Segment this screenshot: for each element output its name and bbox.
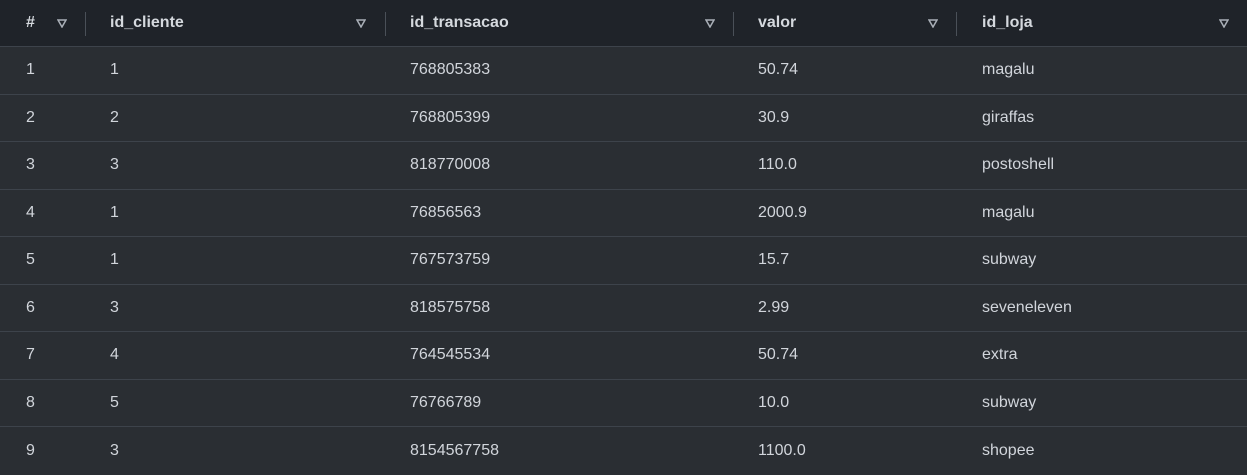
cell-id-loja: giraffas: [982, 108, 1035, 126]
column-header-id-transacao[interactable]: id_transacao: [386, 0, 734, 46]
filter-triangle-icon[interactable]: [1219, 0, 1229, 46]
column-divider[interactable]: [85, 12, 86, 36]
filter-triangle-icon[interactable]: [57, 0, 67, 46]
column-divider[interactable]: [385, 12, 386, 36]
table-row[interactable]: 6 3 818575758 2.99 seveneleven: [0, 285, 1247, 332]
filter-triangle-icon[interactable]: [928, 0, 938, 46]
cell-id-loja: magalu: [982, 61, 1035, 79]
cell-valor: 50.74: [758, 61, 799, 79]
cell-id-transacao: 764545534: [410, 346, 491, 364]
column-header-label: id_loja: [982, 14, 1033, 31]
cell-id-loja: extra: [982, 346, 1018, 364]
column-divider[interactable]: [733, 12, 734, 36]
column-header-label: #: [26, 14, 35, 31]
cell-id-transacao: 76856563: [410, 203, 482, 221]
cell-valor: 2.99: [758, 298, 790, 316]
cell-id-loja: subway: [982, 393, 1037, 411]
cell-valor: 2000.9: [758, 203, 807, 221]
column-header-id-loja[interactable]: id_loja: [957, 0, 1247, 46]
cell-valor: 50.74: [758, 346, 799, 364]
cell-valor: 1100.0: [758, 441, 806, 459]
column-header-label: id_cliente: [110, 14, 184, 31]
cell-row-number: 7: [26, 346, 35, 364]
table-row[interactable]: 7 4 764545534 50.74 extra: [0, 332, 1247, 380]
cell-id-cliente: 3: [110, 156, 119, 174]
cell-id-cliente: 1: [110, 203, 119, 221]
cell-id-transacao: 768805383: [410, 61, 491, 79]
cell-id-loja: seveneleven: [982, 298, 1072, 316]
cell-id-loja: shopee: [982, 441, 1035, 459]
cell-id-loja: subway: [982, 251, 1037, 269]
cell-id-transacao: 818770008: [410, 156, 491, 174]
cell-row-number: 5: [26, 251, 35, 269]
cell-id-cliente: 1: [110, 251, 119, 269]
cell-valor: 110.0: [758, 156, 797, 174]
cell-row-number: 2: [26, 108, 35, 126]
cell-valor: 15.7: [758, 251, 790, 269]
cell-row-number: 8: [26, 393, 35, 411]
cell-valor: 10.0: [758, 393, 790, 411]
cell-id-transacao: 8154567758: [410, 441, 499, 459]
cell-row-number: 1: [26, 61, 35, 79]
table-body: 1 1 768805383 50.74 magalu 2 2 768805399…: [0, 47, 1247, 475]
cell-id-loja: magalu: [982, 203, 1035, 221]
table-row[interactable]: 2 2 768805399 30.9 giraffas: [0, 95, 1247, 142]
cell-id-transacao: 818575758: [410, 298, 491, 316]
column-header-label: id_transacao: [410, 14, 509, 31]
cell-valor: 30.9: [758, 108, 790, 126]
cell-id-transacao: 76766789: [410, 393, 482, 411]
table-row[interactable]: 4 1 76856563 2000.9 magalu: [0, 190, 1247, 237]
table-header: # id_cliente id_transacao valor: [0, 0, 1247, 47]
filter-triangle-icon[interactable]: [356, 0, 366, 46]
table-row[interactable]: 1 1 768805383 50.74 magalu: [0, 47, 1247, 95]
cell-id-cliente: 5: [110, 393, 119, 411]
column-header-row-number[interactable]: #: [0, 0, 86, 46]
column-header-valor[interactable]: valor: [734, 0, 957, 46]
cell-id-cliente: 1: [110, 61, 119, 79]
cell-row-number: 6: [26, 298, 35, 316]
column-header-label: valor: [758, 14, 797, 31]
cell-id-transacao: 767573759: [410, 251, 491, 269]
cell-id-cliente: 3: [110, 441, 119, 459]
table-row[interactable]: 8 5 76766789 10.0 subway: [0, 380, 1247, 427]
cell-id-cliente: 3: [110, 298, 119, 316]
cell-id-loja: postoshell: [982, 156, 1055, 174]
cell-id-cliente: 4: [110, 346, 119, 364]
cell-row-number: 4: [26, 203, 35, 221]
table-row[interactable]: 3 3 818770008 110.0 postoshell: [0, 142, 1247, 190]
table-row[interactable]: 5 1 767573759 15.7 subway: [0, 237, 1247, 285]
cell-row-number: 3: [26, 156, 35, 174]
column-header-id-cliente[interactable]: id_cliente: [86, 0, 386, 46]
table-row[interactable]: 9 3 8154567758 1100.0 shopee: [0, 427, 1247, 475]
cell-id-transacao: 768805399: [410, 108, 491, 126]
cell-id-cliente: 2: [110, 108, 119, 126]
cell-row-number: 9: [26, 441, 35, 459]
filter-triangle-icon[interactable]: [705, 0, 715, 46]
column-divider[interactable]: [956, 12, 957, 36]
